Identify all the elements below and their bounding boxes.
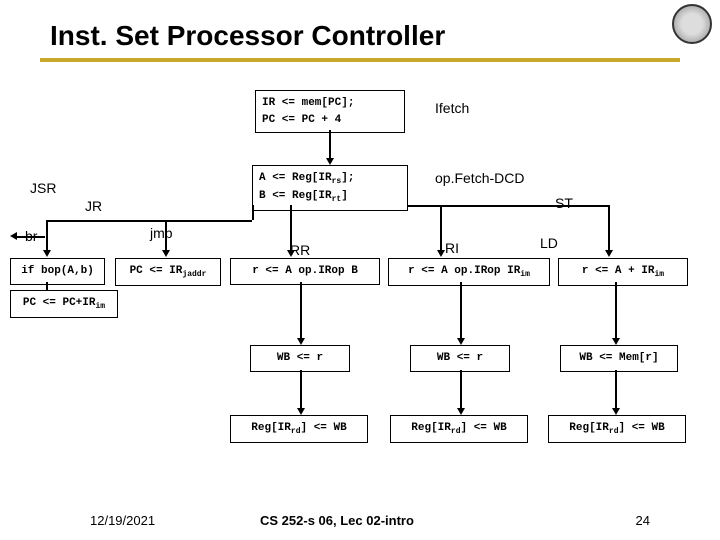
fanout-h: [46, 220, 252, 222]
wb-mem-box: WB <= Mem[r]: [560, 345, 678, 372]
arrow-wb1-reg: [300, 370, 302, 410]
jsr-label: JSR: [30, 180, 56, 196]
br-arrow: [15, 236, 45, 238]
arrow-to-jaddr: [165, 220, 167, 252]
page-title: Inst. Set Processor Controller: [50, 20, 445, 52]
footer-page: 24: [636, 513, 650, 528]
ah-ifbop: [43, 250, 51, 257]
ah-ld: [605, 250, 613, 257]
jr-label: JR: [85, 198, 102, 214]
arrow-ld-wb: [615, 282, 617, 340]
footer-date: 12/19/2021: [90, 513, 155, 528]
ld-addr-box: r <= A + IRim: [558, 258, 688, 286]
arrow-ifbop-down: [46, 282, 48, 290]
reg-wb-box-1: Reg[IRrd] <= WB: [230, 415, 368, 443]
wb-r-box-1: WB <= r: [250, 345, 350, 372]
rr-op-box: r <= A op.IRop B: [230, 258, 380, 285]
arrow-wb2-reg: [460, 370, 462, 410]
ah-ri-wb: [457, 338, 465, 345]
ifetch-label: Ifetch: [435, 100, 469, 116]
wb-r-box-2: WB <= r: [410, 345, 510, 372]
ah-rr-wb: [297, 338, 305, 345]
decode-box: A <= Reg[IRrs]; B <= Reg[IRrt]: [252, 165, 408, 211]
arrow-rr-wb: [300, 282, 302, 340]
ifetch-line1: IR <= mem[PC];: [262, 95, 398, 112]
ah-ld-wb: [612, 338, 620, 345]
arrow-wb3-reg: [615, 370, 617, 410]
arrow-to-ri: [440, 205, 442, 252]
pc-jaddr-box: PC <= IRjaddr: [115, 258, 221, 286]
fanout-stub: [252, 205, 254, 220]
arrow-to-ld: [608, 205, 610, 252]
corner-logo: [672, 4, 712, 44]
ah-jaddr: [162, 250, 170, 257]
st-label: ST: [555, 195, 573, 211]
ah-ri: [437, 250, 445, 257]
pc-irim-box: PC <= PC+IRim: [10, 290, 118, 318]
ifetch-line2: PC <= PC + 4: [262, 112, 398, 129]
ri-op-box: r <= A op.IRop IRim: [388, 258, 550, 286]
ld-label: LD: [540, 235, 558, 251]
ri-label: RI: [445, 240, 459, 256]
footer-center: CS 252-s 06, Lec 02-intro: [260, 513, 414, 528]
decode-line1: A <= Reg[IRrs];: [259, 170, 401, 188]
ah-wb3-reg: [612, 408, 620, 415]
decode-line2: B <= Reg[IRrt]: [259, 188, 401, 206]
ifetch-box: IR <= mem[PC]; PC <= PC + 4: [255, 90, 405, 133]
title-underline: [40, 58, 680, 62]
ah-wb2-reg: [457, 408, 465, 415]
arrow-ifetch-decode: [329, 130, 331, 160]
jmp-label: jmp: [150, 225, 173, 241]
arrow-head-1: [326, 158, 334, 165]
arrow-to-ifbop: [46, 220, 48, 252]
ah-wb1-reg: [297, 408, 305, 415]
opfetch-label: op.Fetch-DCD: [435, 170, 524, 186]
arrow-ri-wb: [460, 282, 462, 340]
br-ah: [10, 232, 17, 240]
reg-wb-box-2: Reg[IRrd] <= WB: [390, 415, 528, 443]
rr-label: RR: [290, 242, 310, 258]
ifbop-box: if bop(A,b): [10, 258, 105, 285]
reg-wb-box-3: Reg[IRrd] <= WB: [548, 415, 686, 443]
fanout-h-right: [408, 205, 608, 207]
